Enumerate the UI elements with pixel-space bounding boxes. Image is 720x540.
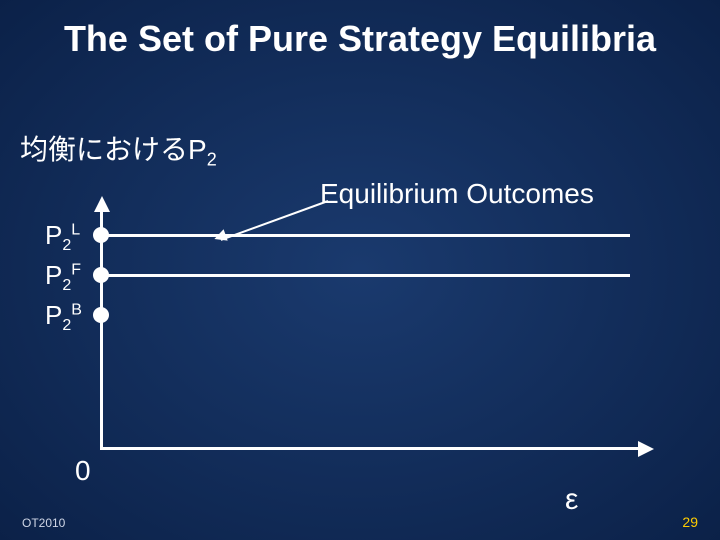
x-axis (100, 447, 640, 450)
ylabel-p2l-sub: 2 (62, 237, 71, 254)
ylabel-p2b-base: P (45, 300, 62, 330)
slide-title: The Set of Pure Strategy Equilibria (0, 18, 720, 60)
subtitle-sub: 2 (207, 150, 217, 170)
subtitle-prefix: 均衡におけるP (20, 134, 207, 165)
page-number: 29 (682, 514, 698, 530)
ylabel-p2l: P2L (45, 220, 80, 255)
ylabel-p2f: P2F (45, 260, 81, 295)
footer-text: OT2010 (22, 516, 65, 530)
segment-p2l (100, 234, 630, 237)
dot-p2b (93, 307, 109, 323)
x-axis-arrowhead (638, 441, 654, 457)
ylabel-p2l-base: P (45, 220, 62, 250)
ylabel-p2b: P2B (45, 300, 82, 335)
ylabel-p2b-sub: 2 (62, 317, 71, 334)
equilibrium-outcomes-label: Equilibrium Outcomes (320, 178, 594, 210)
ylabel-p2f-sub: 2 (62, 277, 71, 294)
slide-subtitle: 均衡におけるP2 (20, 128, 217, 171)
ylabel-p2f-sup: F (71, 261, 81, 278)
epsilon-label: ε (565, 483, 578, 517)
origin-label: 0 (75, 455, 91, 487)
y-axis (100, 210, 103, 450)
ylabel-p2b-sup: B (71, 301, 82, 318)
ylabel-p2l-sup: L (71, 221, 80, 238)
y-axis-arrowhead (94, 196, 110, 212)
ylabel-p2f-base: P (45, 260, 62, 290)
segment-p2f (100, 274, 630, 277)
chart-area: P2L P2F P2B (100, 210, 650, 450)
